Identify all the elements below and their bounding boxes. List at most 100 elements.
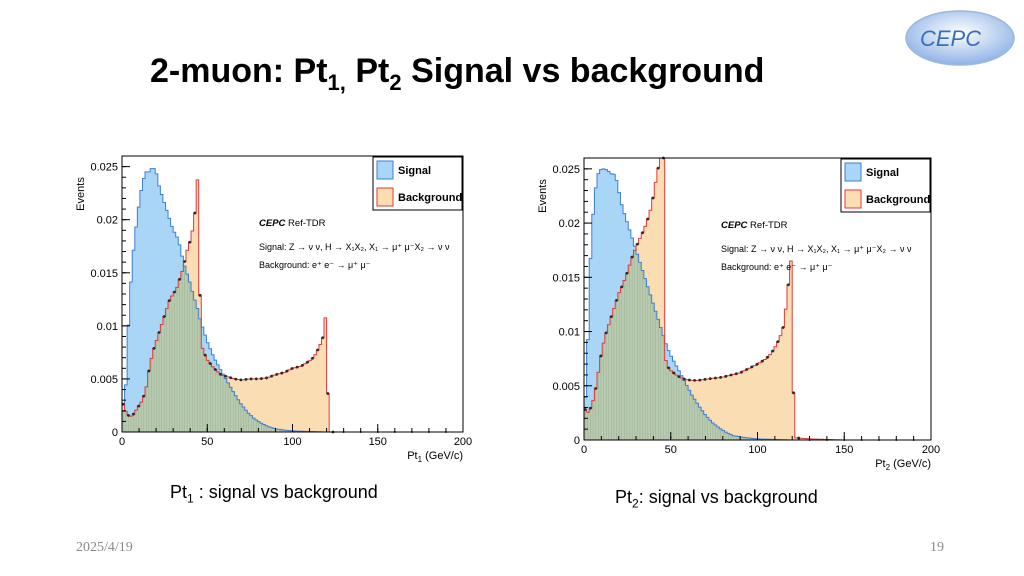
- data-point: [132, 412, 135, 416]
- x-tick-label: 200: [454, 436, 472, 448]
- x-tick-label: 0: [119, 436, 125, 448]
- data-point: [760, 359, 764, 363]
- data-point: [306, 360, 309, 364]
- x-tick-label: 50: [201, 436, 213, 448]
- data-point: [265, 376, 268, 380]
- pt2-histogram: 0 50 100 150 200 0 0.005 0.01 0.015 0.02 0.025Even…: [537, 156, 940, 472]
- data-point: [786, 283, 790, 287]
- data-point: [677, 375, 681, 379]
- annotation-signal: Signal: Z → ν ν, H → X₁X₂, X₁ → μ⁺ μ⁻X₂ …: [259, 242, 450, 252]
- data-point: [326, 392, 330, 395]
- data-point: [300, 363, 304, 367]
- overlap-fill: [584, 250, 931, 440]
- pt1-histogram: 0 50 100 150 200 0 0.005 0.01 0.015 0.02 0.025Even…: [75, 155, 472, 464]
- data-point: [137, 404, 141, 408]
- data-point: [682, 377, 686, 381]
- data-point: [311, 356, 314, 360]
- y-tick-label: 0.01: [97, 321, 118, 333]
- data-point: [121, 402, 125, 406]
- annotation-signal: Signal: Z → ν ν, H → X₁X₂, X₁ → μ⁺ μ⁻X₂ …: [721, 244, 912, 254]
- logo-text: CEPC: [920, 26, 981, 51]
- data-point: [167, 299, 171, 303]
- data-point: [656, 166, 660, 170]
- data-point: [625, 271, 629, 275]
- legend-swatch-signal: [844, 162, 862, 182]
- data-point: [781, 326, 785, 329]
- data-point: [142, 394, 146, 398]
- footer-date: 2025/4/19: [76, 540, 133, 555]
- caption-pt1: Pt1 : signal vs background: [170, 482, 378, 506]
- data-point: [755, 362, 759, 366]
- data-point: [724, 374, 728, 378]
- data-point: [152, 347, 156, 350]
- legend-swatch-signal: [376, 160, 394, 180]
- x-tick-label: 50: [665, 444, 677, 456]
- data-point: [229, 376, 233, 380]
- x-tick-label: 0: [581, 444, 587, 456]
- page-number: 19: [930, 540, 944, 555]
- annotation-background: Background: e⁺ e⁻ → μ⁺ μ⁻: [721, 262, 833, 272]
- y-tick-label: 0.02: [97, 215, 118, 227]
- data-point: [729, 373, 733, 377]
- data-point: [698, 378, 702, 382]
- data-point: [198, 293, 202, 297]
- data-point: [672, 371, 676, 375]
- data-point: [740, 370, 743, 374]
- annotation-background: Background: e⁺ e⁻ → μ⁺ μ⁻: [259, 260, 371, 270]
- cepc-logo: CEPC: [905, 10, 1015, 66]
- data-point: [604, 331, 608, 335]
- annotation-brand: CEPC Ref-TDR: [259, 218, 326, 229]
- data-point: [797, 436, 801, 440]
- data-point: [188, 240, 192, 244]
- legend-label-signal: Signal: [866, 167, 899, 179]
- x-tick-label: 100: [283, 436, 301, 448]
- y-tick-label: 0.015: [90, 268, 118, 280]
- data-point: [703, 377, 707, 381]
- data-point: [224, 374, 227, 378]
- data-point: [162, 315, 166, 318]
- overlap-hatch: [122, 266, 283, 432]
- y-tick-label: 0.005: [552, 381, 580, 393]
- data-point: [708, 377, 712, 381]
- x-axis-label: Pt2 (GeV/c): [875, 458, 931, 472]
- data-point: [792, 391, 795, 395]
- data-point: [193, 211, 197, 215]
- legend-swatch-background: [376, 187, 394, 207]
- data-point: [203, 353, 207, 357]
- data-point: [750, 365, 754, 369]
- data-point: [249, 377, 253, 381]
- slide-title: 2-muon: Pt1, Pt2 Signal vs background: [150, 52, 765, 95]
- data-point: [693, 378, 697, 382]
- data-point: [126, 414, 130, 417]
- data-point: [719, 375, 723, 379]
- data-point: [275, 372, 279, 376]
- data-point: [609, 315, 613, 319]
- legend: Signal Background: [840, 158, 931, 213]
- caption-pt2: Pt2: signal vs background: [615, 487, 818, 511]
- y-tick-label: 0.02: [559, 218, 580, 230]
- data-point: [280, 371, 284, 375]
- data-point: [178, 278, 181, 281]
- y-axis-label: Events: [75, 177, 87, 211]
- data-point: [244, 378, 248, 381]
- data-point: [589, 406, 592, 410]
- data-point: [635, 242, 639, 246]
- data-point: [270, 374, 274, 378]
- data-point: [651, 196, 655, 200]
- x-tick-label: 150: [369, 436, 387, 448]
- y-tick-label: 0.015: [552, 272, 580, 284]
- data-point: [259, 377, 263, 380]
- data-point: [766, 355, 769, 359]
- y-tick-label: 0: [574, 435, 580, 447]
- data-point: [620, 285, 624, 289]
- legend-label-background: Background: [398, 192, 462, 204]
- data-point: [234, 377, 238, 381]
- data-point: [714, 376, 717, 380]
- data-point: [239, 378, 243, 382]
- legend-swatch-background: [844, 189, 862, 209]
- data-point: [688, 378, 691, 382]
- y-tick-label: 0.01: [559, 327, 580, 339]
- data-point: [147, 369, 151, 373]
- y-tick-label: 0: [112, 427, 118, 439]
- x-tick-label: 100: [748, 444, 766, 456]
